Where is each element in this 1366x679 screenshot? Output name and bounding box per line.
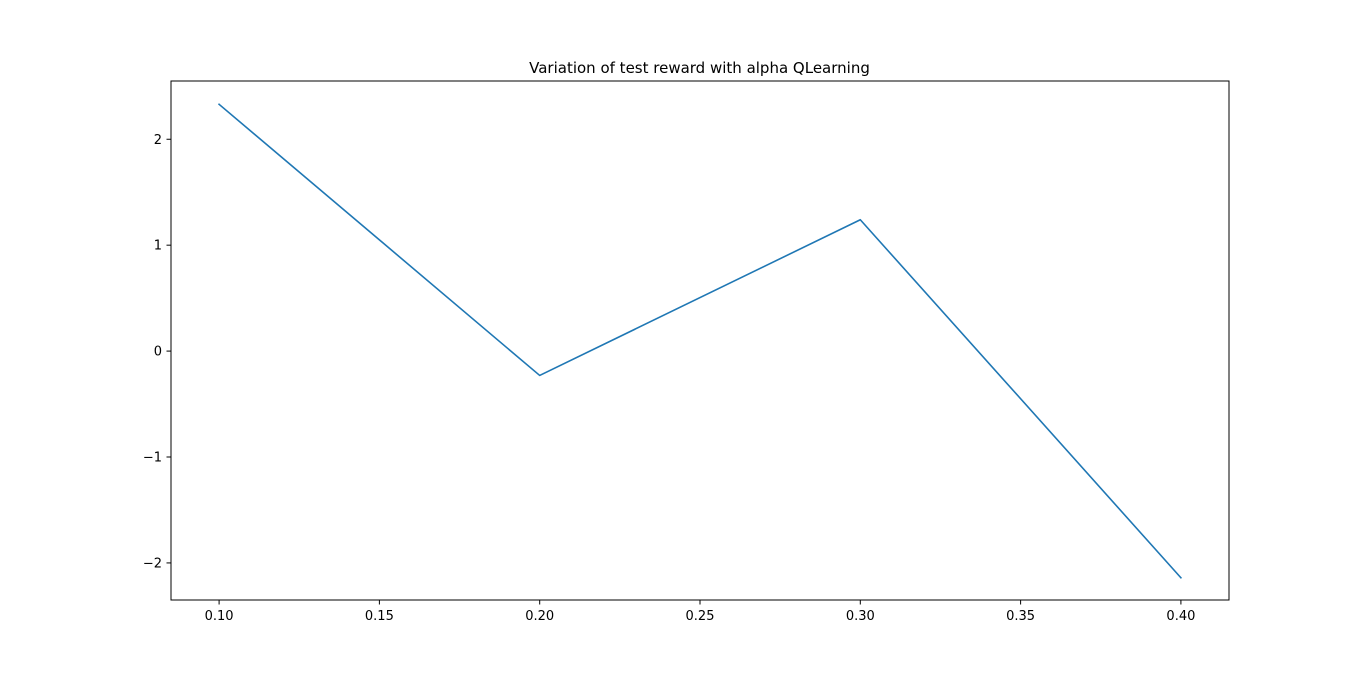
- y-tick-label: 1: [154, 239, 162, 254]
- y-tick-label: 2: [154, 133, 162, 148]
- y-tick-label: −1: [143, 451, 162, 466]
- y-tick-label: 0: [154, 345, 162, 360]
- x-tick-label: 0.25: [686, 609, 715, 624]
- x-tick-label: 0.30: [846, 609, 875, 624]
- series-line-0: [217, 103, 1183, 579]
- plot-area: 0.10 0.15 0.20 0.25 0.30 0.35 0.40 −2 −1 0 1 2: [143, 80, 1230, 624]
- x-tick-label: 0.35: [1006, 609, 1035, 624]
- y-tick-label: −2: [143, 556, 162, 571]
- x-tick-label: 0.15: [365, 609, 394, 624]
- x-tick-label: 0.20: [525, 609, 554, 624]
- x-tick-label: 0.10: [205, 609, 234, 624]
- chart-title: Variation of test reward with alpha QLea…: [529, 59, 870, 77]
- x-tick-label: 0.40: [1166, 609, 1195, 624]
